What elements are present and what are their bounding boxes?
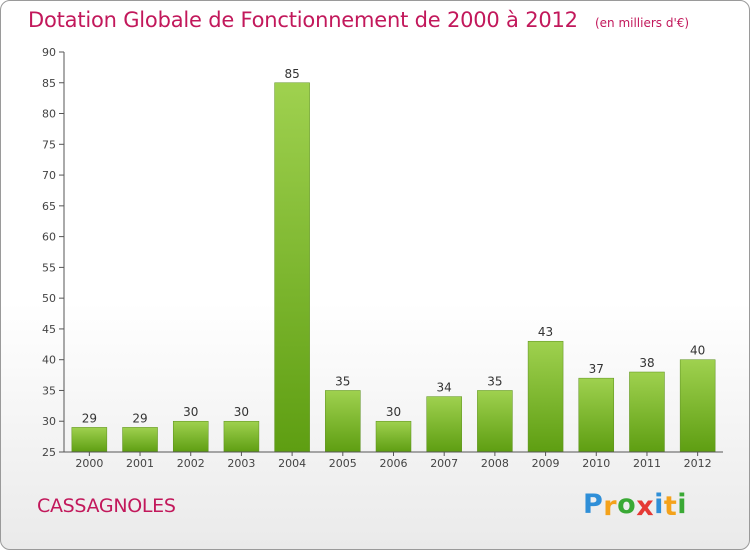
y-axis: 25 30 35 40 45 50 55 60 65 70 75 80 85 90 [42, 46, 65, 459]
value-label-2002: 30 [183, 405, 198, 419]
logo-letter: P [583, 489, 604, 520]
bar-2000 [71, 427, 108, 453]
y-tick-label: 85 [42, 77, 56, 90]
logo-letter: i [654, 489, 664, 520]
bar-2011 [629, 371, 665, 453]
value-label-2001: 29 [132, 411, 147, 425]
bar-2006 [375, 420, 412, 453]
x-tick-label-2012: 2012 [684, 457, 712, 470]
x-tick-label-2006: 2006 [380, 457, 408, 470]
bar-2010 [578, 377, 615, 453]
x-tick-label-2003: 2003 [227, 457, 255, 470]
value-label-2007: 34 [437, 381, 452, 395]
y-tick-label: 45 [42, 323, 56, 336]
x-tick-label-2004: 2004 [278, 457, 306, 470]
y-tick-label: 80 [42, 108, 56, 121]
value-label-2000: 29 [82, 411, 97, 425]
value-label-2012: 40 [690, 344, 705, 358]
bar-2001 [122, 427, 158, 453]
bar-2004 [274, 82, 310, 453]
value-label-2005: 35 [335, 374, 350, 388]
x-tick-label-2001: 2001 [126, 457, 154, 470]
value-label-2011: 38 [639, 356, 654, 370]
y-tick-label: 30 [42, 415, 56, 428]
x-tick-label-2000: 2000 [75, 457, 103, 470]
y-tick-label: 35 [42, 384, 56, 397]
y-tick-label: 65 [42, 200, 56, 213]
x-tick-label-2010: 2010 [582, 457, 610, 470]
logo-letter: r [603, 491, 618, 522]
value-label-2010: 37 [589, 362, 604, 376]
x-tick-label-2002: 2002 [177, 457, 205, 470]
x-axis: 2000 2001 2002 2003 2004 2005 2006 2007 2008 2009… [64, 451, 723, 470]
logo-letter: o [617, 489, 637, 520]
bar-2007 [426, 396, 462, 453]
value-label-2004: 85 [284, 67, 299, 81]
y-tick-label: 25 [42, 446, 56, 459]
x-tick-label-2007: 2007 [430, 457, 458, 470]
chart-title: Dotation Globale de Fonctionnement de 20… [28, 8, 578, 32]
y-tick-label: 50 [42, 292, 56, 305]
value-label-2003: 30 [234, 405, 249, 419]
y-tick-label: 90 [42, 46, 56, 59]
bar-2002 [172, 420, 209, 453]
logo-letter: x [636, 491, 655, 522]
proxiti-logo: Proxiti [583, 489, 688, 522]
bar-2009 [527, 340, 564, 453]
y-tick-label: 55 [42, 261, 56, 274]
value-label-2008: 35 [487, 374, 502, 388]
x-tick-label-2005: 2005 [329, 457, 357, 470]
chart-unit-note: (en milliers d'€) [594, 16, 690, 30]
bar-2005 [325, 390, 361, 453]
y-tick-label: 40 [42, 354, 56, 367]
bar-2003 [223, 420, 260, 453]
title-row: Dotation Globale de Fonctionnement de 20… [28, 8, 689, 32]
x-tick-label-2009: 2009 [532, 457, 560, 470]
x-tick-label-2011: 2011 [633, 457, 661, 470]
y-tick-label: 75 [42, 138, 56, 151]
bar-2008 [477, 390, 513, 453]
bars: 29 29 30 30 85 35 30 34 35 43 37 38 40 [71, 67, 716, 453]
logo-letter: t [663, 491, 678, 522]
value-label-2006: 30 [386, 405, 401, 419]
logo-letter: i [677, 489, 688, 520]
y-tick-label: 60 [42, 231, 56, 244]
y-tick-label: 70 [42, 169, 56, 182]
commune-name: CASSAGNOLES [37, 495, 176, 517]
value-label-2009: 43 [538, 325, 553, 339]
x-tick-label-2008: 2008 [481, 457, 509, 470]
bar-2012 [679, 359, 716, 453]
